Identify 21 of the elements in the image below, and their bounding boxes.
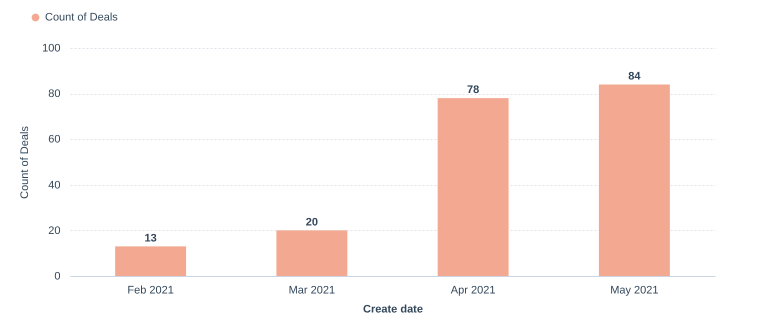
data-label: 20 bbox=[306, 216, 318, 228]
legend-label: Count of Deals bbox=[45, 12, 118, 24]
bar bbox=[115, 246, 186, 276]
data-label: 78 bbox=[467, 84, 480, 96]
x-tick-label: Apr 2021 bbox=[450, 284, 496, 296]
y-tick-label: 40 bbox=[48, 179, 60, 192]
bar bbox=[438, 98, 509, 276]
y-tick-label: 100 bbox=[42, 42, 60, 54]
x-tick-label: May 2021 bbox=[610, 284, 659, 296]
y-tick-label: 0 bbox=[54, 270, 60, 282]
y-tick-label: 20 bbox=[48, 224, 60, 237]
x-tick-label: Mar 2021 bbox=[288, 284, 336, 296]
x-tick-label: Feb 2021 bbox=[127, 284, 174, 296]
y-tick-label: 60 bbox=[48, 134, 60, 146]
x-axis-title: Create date bbox=[363, 304, 423, 316]
bar bbox=[276, 230, 348, 276]
data-label: 84 bbox=[628, 70, 642, 82]
y-axis-title: Count of Deals bbox=[19, 126, 32, 199]
bar bbox=[598, 84, 670, 276]
data-label: 13 bbox=[144, 232, 157, 244]
y-tick-label: 80 bbox=[48, 88, 60, 100]
